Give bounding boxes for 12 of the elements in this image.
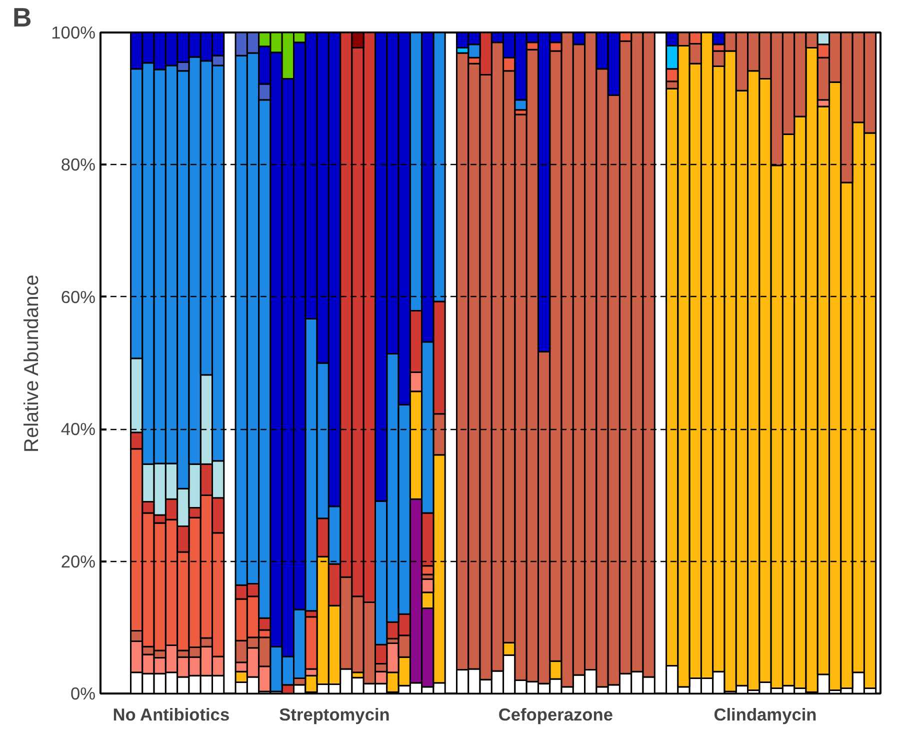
y-tick-label: 0%	[70, 684, 96, 704]
y-tick-label: 100%	[51, 22, 96, 42]
x-tick-label: Clindamycin	[714, 704, 817, 724]
y-tick-label: 20%	[60, 551, 96, 572]
y-axis-title: Relative Abundance	[21, 274, 44, 453]
y-tick-label: 40%	[60, 419, 96, 440]
x-tick-label: No Antibiotics	[112, 704, 230, 724]
x-tick-label: Cefoperazone	[498, 704, 614, 724]
y-tick-label: 80%	[60, 154, 96, 175]
text: B	[12, 2, 32, 32]
y-tick-label: 60%	[60, 286, 96, 307]
x-tick-label: Streptomycin	[279, 704, 390, 724]
